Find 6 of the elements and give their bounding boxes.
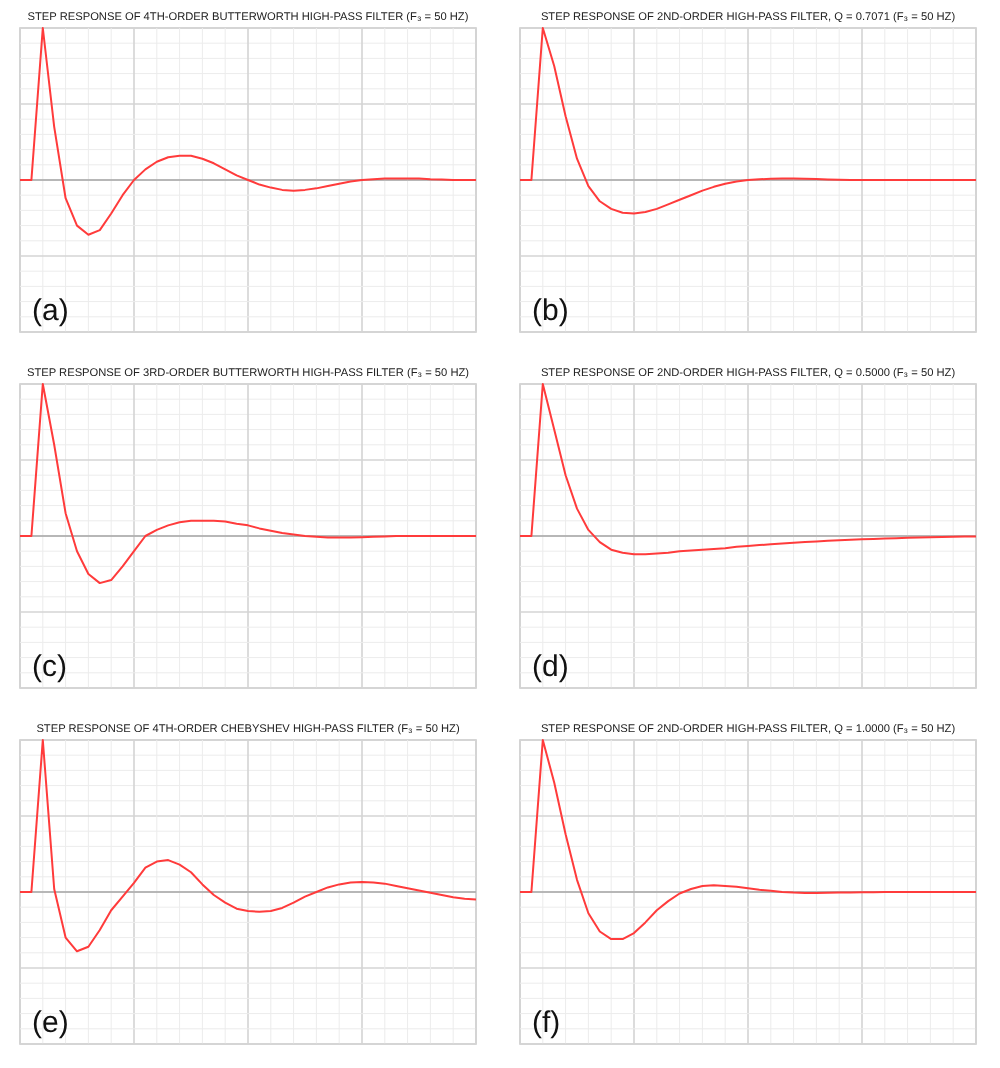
- text: (c): [32, 650, 67, 684]
- text: (d): [532, 650, 569, 684]
- text: (a): [32, 294, 69, 328]
- text: (e): [32, 1006, 69, 1040]
- text: (f): [532, 1006, 561, 1040]
- text: (b): [532, 294, 569, 328]
